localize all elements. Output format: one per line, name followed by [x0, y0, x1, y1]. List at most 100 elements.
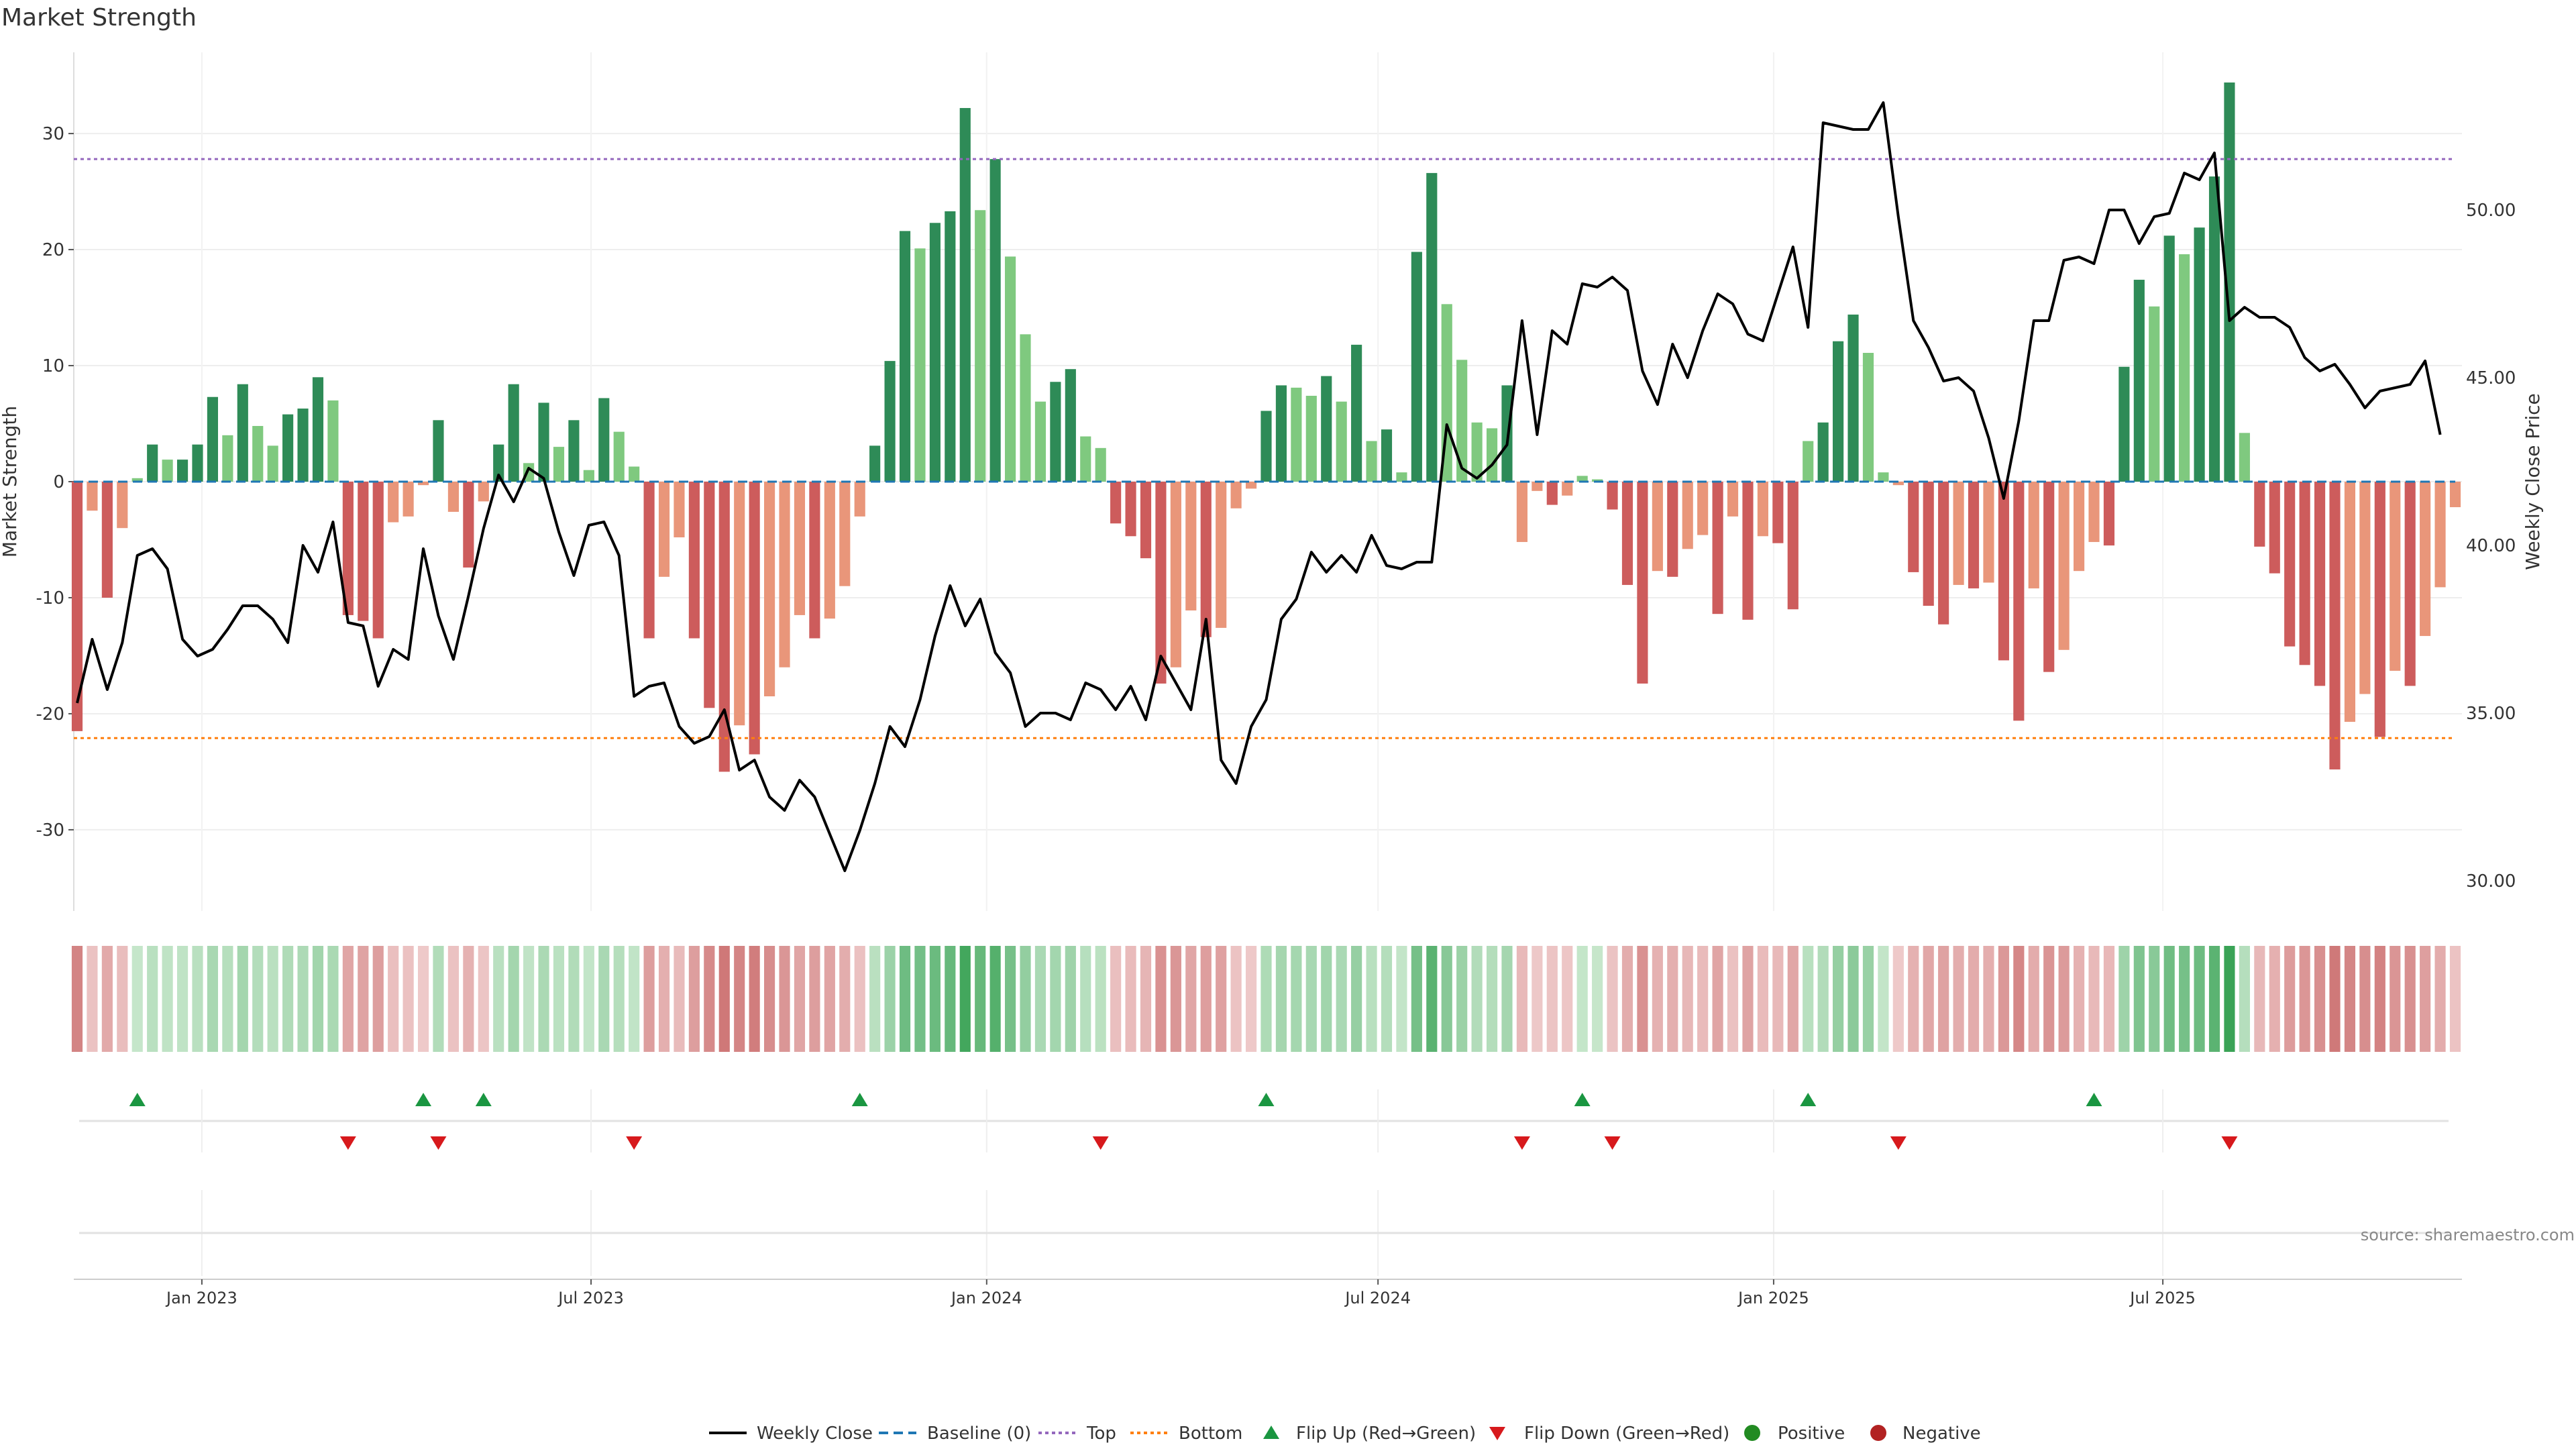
heat-cell	[2103, 946, 2115, 1052]
strength-bar	[1381, 429, 1393, 482]
strength-bar	[131, 478, 143, 482]
flip-down-marker	[1513, 1136, 1530, 1150]
heat-cell	[2074, 946, 2085, 1052]
strength-bar	[1968, 482, 1980, 589]
weekly-close-line	[76, 101, 2442, 872]
heat-cell	[1486, 946, 1498, 1052]
heat-cell	[598, 946, 610, 1052]
heat-cell	[252, 946, 264, 1052]
heat-cell	[342, 946, 354, 1052]
strength-bar	[2118, 366, 2130, 482]
flip-down-marker	[2221, 1136, 2238, 1150]
legend-label: Bottom	[1179, 1424, 1242, 1444]
heat-cell	[1351, 946, 1362, 1052]
strength-bar	[2133, 280, 2145, 482]
x-tick-label: Jan 2025	[1737, 1289, 1809, 1307]
heat-cell	[117, 946, 128, 1052]
strength-bar	[87, 482, 98, 511]
heat-cell	[1004, 946, 1016, 1052]
heat-cell	[176, 946, 189, 1052]
strength-bar	[929, 223, 941, 482]
legend-swatch	[1744, 1425, 1760, 1441]
heat-cell	[1847, 946, 1859, 1052]
heat-cell	[1216, 946, 1227, 1052]
heat-cell	[674, 946, 685, 1052]
y-left-tick-label: 0	[53, 472, 64, 492]
heat-cell	[1516, 946, 1528, 1052]
heat-cell	[794, 946, 806, 1052]
strength-bar	[568, 420, 580, 482]
strength-bar	[2344, 482, 2356, 722]
heat-cell	[1501, 946, 1513, 1052]
strength-bar	[1892, 482, 1904, 486]
strength-bar	[2103, 482, 2115, 546]
heat-cell	[162, 946, 173, 1052]
heat-cell	[1803, 946, 1814, 1052]
heat-cell	[2208, 946, 2220, 1052]
strength-bar	[1260, 411, 1272, 482]
heat-cell	[402, 946, 414, 1052]
heat-cell	[718, 946, 730, 1052]
heat-cell	[1366, 946, 1377, 1052]
strength-bar	[1486, 428, 1498, 482]
heat-cell	[809, 946, 820, 1052]
flip-up-marker	[1574, 1093, 1591, 1106]
heat-cell	[583, 946, 594, 1052]
strength-bar	[237, 384, 248, 482]
heat-cell	[643, 946, 655, 1052]
heat-cell	[101, 946, 113, 1052]
strength-bar	[2374, 482, 2385, 737]
strength-bar	[553, 447, 565, 482]
strength-bar	[1833, 341, 1844, 482]
heat-cell	[854, 946, 865, 1052]
strength-bar	[824, 482, 835, 619]
strength-bar	[1847, 314, 1859, 482]
flip-down-marker	[1092, 1136, 1109, 1150]
flip-down-marker	[430, 1136, 447, 1150]
heat-cell	[2449, 946, 2461, 1052]
strength-bar	[2329, 482, 2341, 769]
heat-cell	[71, 946, 83, 1052]
heat-cell	[1336, 946, 1347, 1052]
strength-bar	[734, 482, 745, 726]
heat-cell	[734, 946, 745, 1052]
heat-cell	[1426, 946, 1438, 1052]
strength-bar	[388, 482, 399, 523]
strength-bar	[674, 482, 685, 538]
strength-bar	[1697, 482, 1709, 535]
heat-cell	[2058, 946, 2070, 1052]
heat-cell	[704, 946, 715, 1052]
heat-cell	[388, 946, 399, 1052]
heat-cell	[1817, 946, 1829, 1052]
heat-cell	[945, 946, 956, 1052]
strength-bar	[643, 482, 655, 639]
heat-cell	[1065, 946, 1076, 1052]
strength-bar	[327, 400, 339, 482]
heat-cell	[2254, 946, 2265, 1052]
strength-bar	[1621, 482, 1633, 585]
strength-bar	[358, 482, 369, 621]
heat-cell	[372, 946, 384, 1052]
heat-cell	[207, 946, 219, 1052]
strength-bar	[1170, 482, 1181, 667]
heat-cell	[1245, 946, 1257, 1052]
heat-cell	[2314, 946, 2326, 1052]
legend-label: Top	[1086, 1424, 1116, 1444]
strength-bar	[613, 431, 625, 482]
strength-bar	[1456, 360, 1468, 482]
legend-label: Negative	[1902, 1424, 1981, 1444]
flip-up-marker	[2086, 1093, 2102, 1106]
reference-lines	[74, 158, 2455, 739]
heat-cell	[1772, 946, 1784, 1052]
heat-cell	[463, 946, 474, 1052]
heat-cell	[899, 946, 911, 1052]
strength-bar	[854, 482, 865, 517]
flip-down-marker	[1604, 1136, 1621, 1150]
heat-cell	[2284, 946, 2296, 1052]
heat-cell	[1757, 946, 1768, 1052]
strength-bar	[1637, 482, 1648, 684]
strength-bar	[1321, 376, 1332, 482]
strength-bar	[1200, 482, 1212, 637]
heat-cell	[1140, 946, 1152, 1052]
strength-bar	[463, 482, 474, 568]
